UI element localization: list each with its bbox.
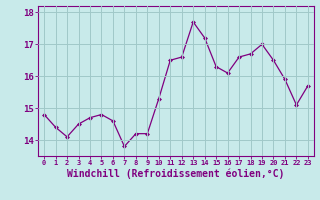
X-axis label: Windchill (Refroidissement éolien,°C): Windchill (Refroidissement éolien,°C) (67, 169, 285, 179)
